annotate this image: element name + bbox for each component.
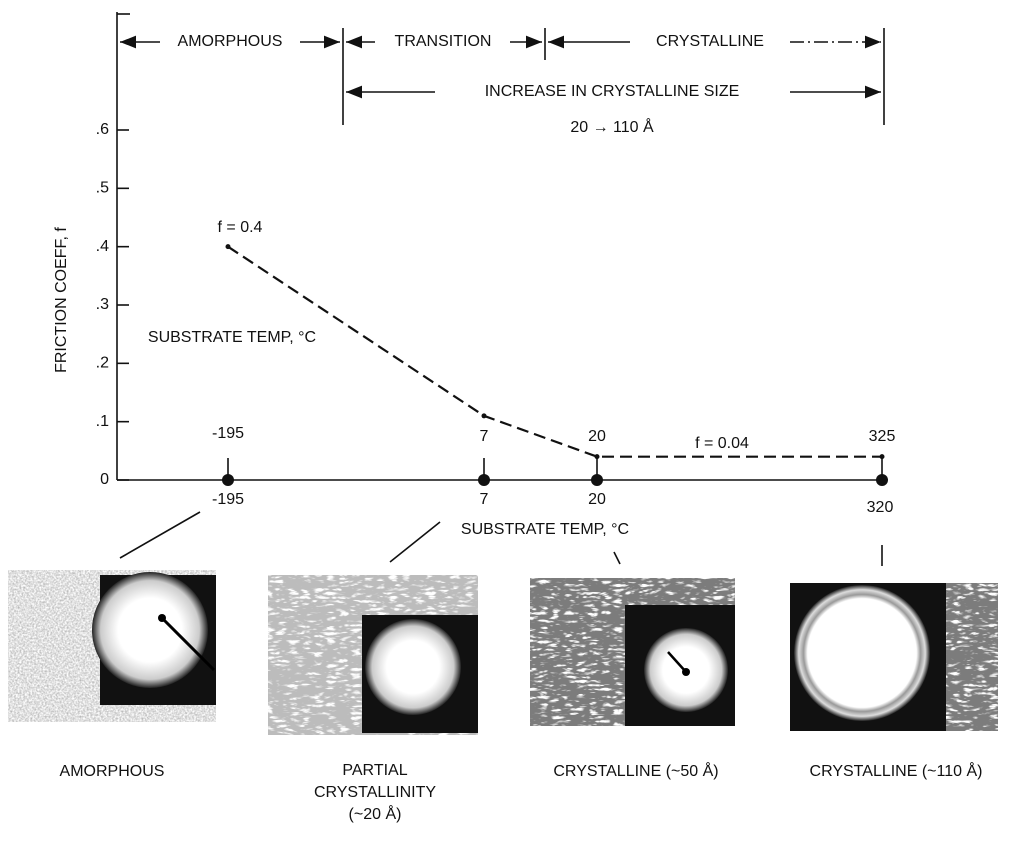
micrograph — [268, 575, 478, 735]
micrograph — [530, 578, 735, 726]
data-line — [227, 245, 882, 458]
micrograph — [790, 583, 998, 731]
y-axis-label: FRICTION COEFF, f — [53, 227, 70, 373]
annotation: f = 0.4 — [218, 219, 263, 236]
data-point — [225, 244, 231, 250]
size-arrow-label: INCREASE IN CRYSTALLINE SIZE — [485, 83, 740, 100]
region-label: AMORPHOUS — [178, 33, 283, 50]
x-tick-label: 7 — [480, 491, 489, 508]
data-point — [481, 413, 487, 419]
caption-box: PARTIAL CRYSTALLINITY (~20 Å) — [313, 762, 437, 823]
x-tick-label: 320 — [867, 499, 894, 516]
upper-temp: 7 — [480, 428, 489, 445]
y-tick-label: 0 — [100, 471, 109, 488]
y-tick-label: .6 — [96, 121, 109, 138]
size-range: 20 → 110 Å — [570, 117, 654, 136]
caption: CRYSTALLINE (~110 Å) — [810, 761, 983, 780]
upper-temp: 325 — [869, 428, 896, 445]
leader-lines — [119, 511, 883, 566]
region-label: CRYSTALLINE — [656, 33, 764, 50]
x-axis-label: SUBSTRATE TEMP, °C — [461, 521, 629, 538]
y-tick-label: .4 — [96, 238, 109, 255]
y-tick-label: .1 — [96, 413, 109, 430]
data-point — [879, 454, 885, 460]
caption: AMORPHOUS — [60, 763, 165, 780]
caption: PARTIAL CRYSTALLINITY (~20 Å) — [313, 762, 437, 823]
caption: CRYSTALLINE (~50 Å) — [553, 761, 718, 780]
region-label: TRANSITION — [395, 33, 492, 50]
upper-temp: 20 — [588, 428, 606, 445]
y-tick-label: .3 — [96, 296, 109, 313]
micrograph — [8, 570, 216, 722]
y-tick-label: .5 — [96, 180, 109, 197]
annotation: f = 0.04 — [695, 435, 749, 452]
x-tick-label: 20 — [588, 491, 606, 508]
region-brackets — [116, 12, 885, 480]
upper-temp: -195 — [212, 425, 244, 442]
upper-temp-title: SUBSTRATE TEMP, °C — [148, 329, 316, 346]
x-tick-label: -195 — [212, 491, 244, 508]
y-tick-label: .2 — [96, 355, 109, 372]
data-point — [594, 454, 600, 460]
